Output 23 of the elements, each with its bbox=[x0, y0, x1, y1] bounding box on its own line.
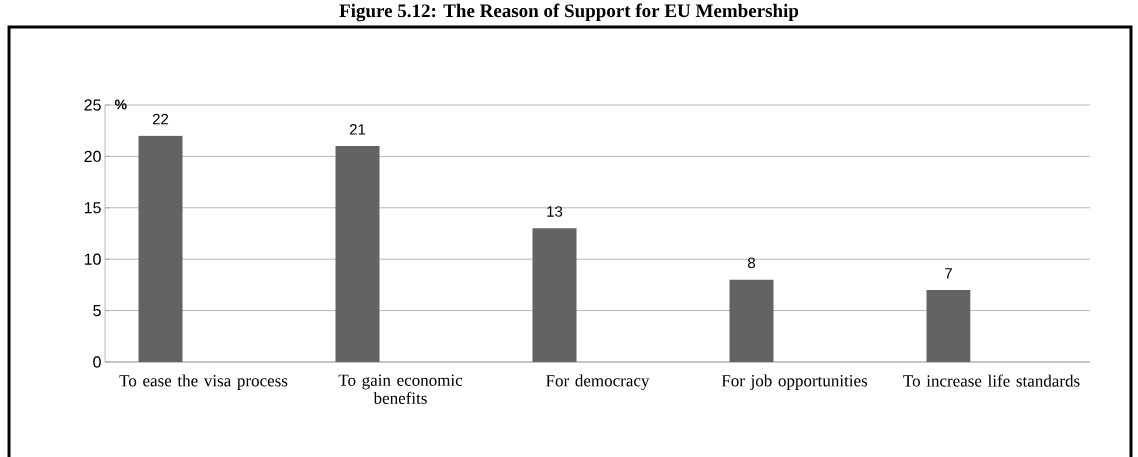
data-label: 7 bbox=[945, 268, 952, 279]
chart-title: Figure 5.12: The Reason of Support for EU Membership bbox=[339, 3, 799, 22]
data-label: 8 bbox=[747, 257, 756, 269]
y-tick-label: 5 bbox=[93, 305, 101, 317]
y-tick-label: 25 bbox=[84, 99, 101, 111]
y-tick-label: 10 bbox=[84, 253, 101, 265]
x-tick-label: For job opportunities bbox=[721, 374, 868, 390]
bar bbox=[532, 228, 577, 362]
bar bbox=[335, 146, 380, 362]
data-label: 22 bbox=[152, 113, 169, 125]
y-tick-label: 20 bbox=[84, 150, 101, 163]
y-axis-title: % bbox=[114, 99, 127, 110]
y-tick-label: 15 bbox=[84, 202, 101, 214]
bar bbox=[729, 279, 774, 362]
x-tick-label: To ease the visa process bbox=[119, 374, 288, 390]
x-tick-label: To increase life standards bbox=[903, 374, 1080, 387]
x-tick-label: To gain economic benefits bbox=[338, 374, 463, 404]
data-label: 21 bbox=[349, 124, 366, 135]
bar bbox=[926, 290, 971, 362]
x-tick-label: For democracy bbox=[546, 374, 650, 390]
data-label: 13 bbox=[547, 206, 563, 217]
bar bbox=[138, 135, 183, 362]
y-tick-label: 0 bbox=[93, 356, 101, 368]
